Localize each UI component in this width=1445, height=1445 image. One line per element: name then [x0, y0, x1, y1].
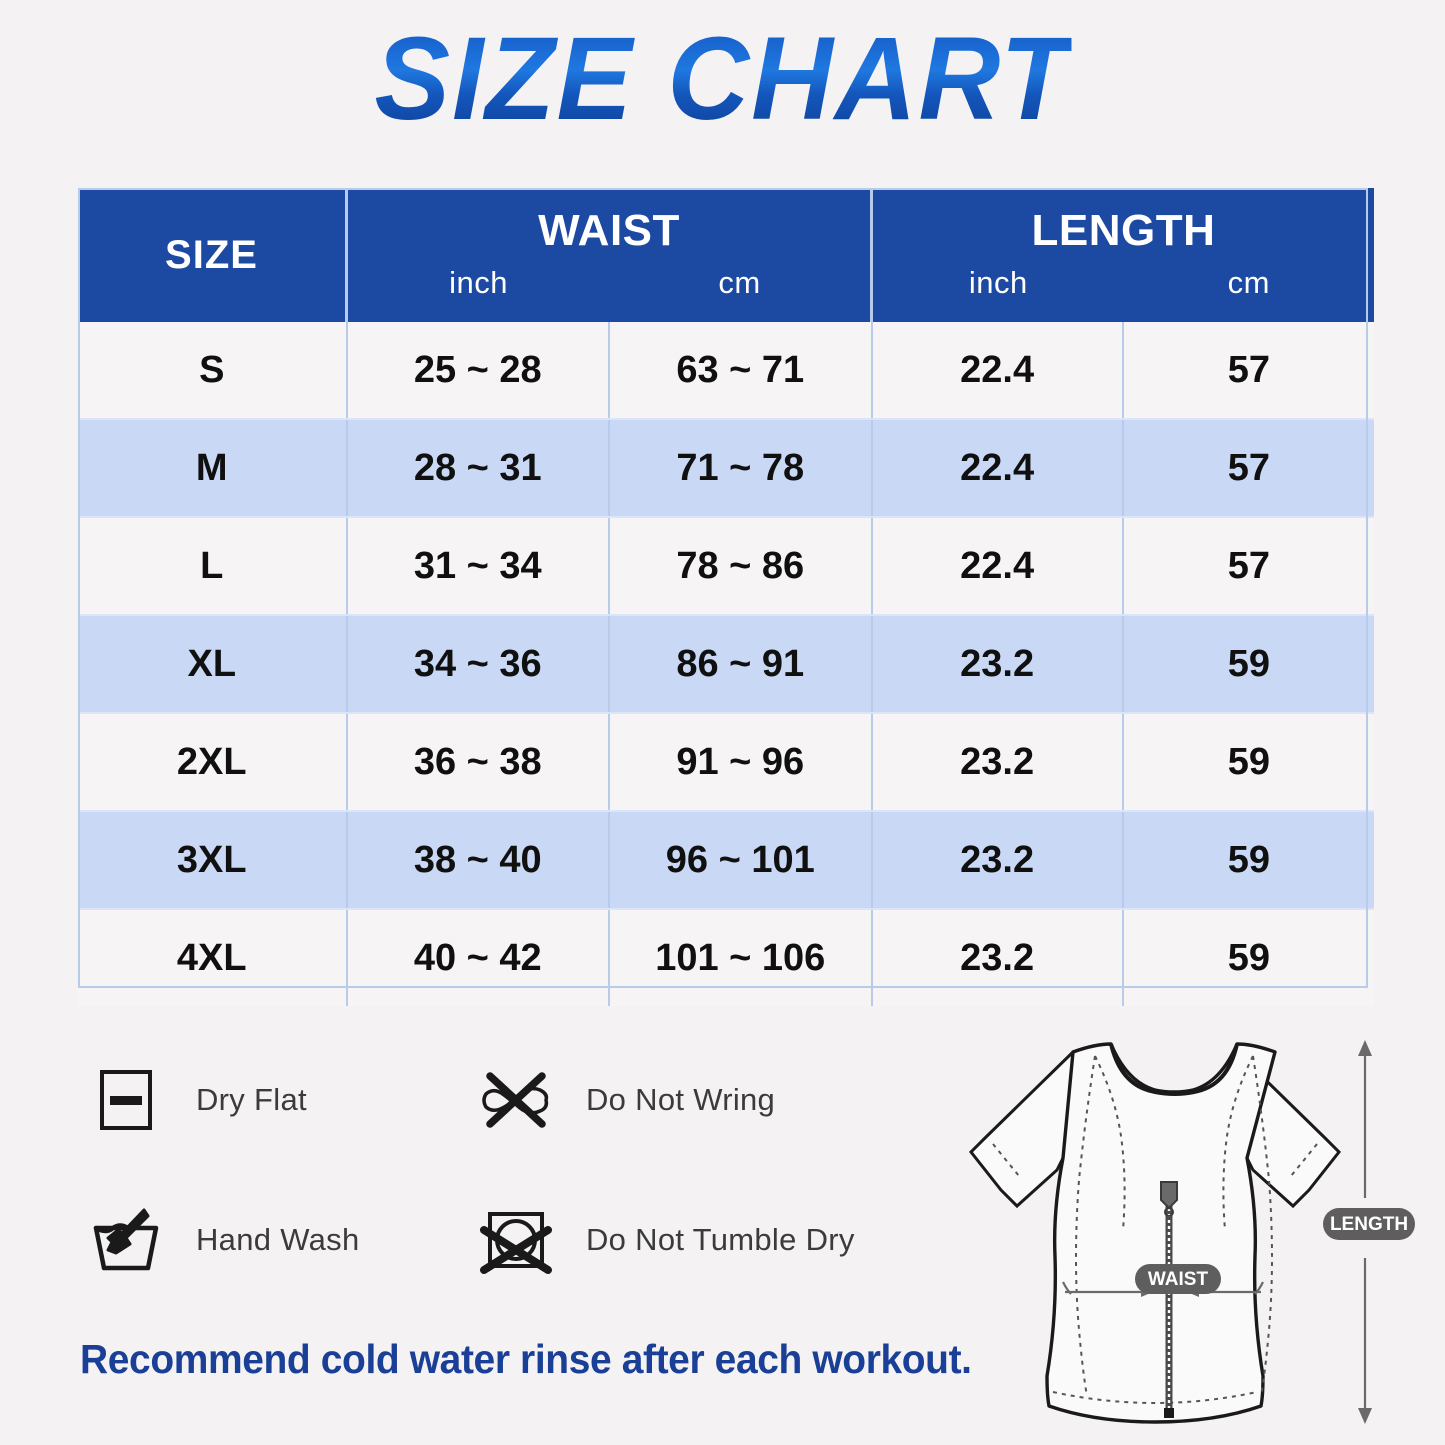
- care-item-hand-wash: Hand Wash: [86, 1200, 476, 1280]
- care-label-do-not-tumble-dry: Do Not Tumble Dry: [586, 1222, 855, 1257]
- recommendation-text: Recommend cold water rinse after each wo…: [80, 1336, 972, 1382]
- cell-waist_cm: 91 ~ 96: [609, 713, 873, 812]
- cell-waist_cm: 63 ~ 71: [609, 322, 873, 420]
- cell-length_inch: 22.4: [871, 419, 1124, 518]
- cell-waist_cm: 78 ~ 86: [609, 517, 873, 616]
- cell-waist_cm: 96 ~ 101: [609, 811, 873, 910]
- table-header: SIZE WAIST inch cm LENGTH inch cm: [78, 188, 1374, 322]
- cell-waist_cm: 101 ~ 106: [609, 909, 873, 1006]
- cell-size: 2XL: [78, 713, 348, 812]
- cell-size: 3XL: [78, 811, 348, 910]
- cell-size: 4XL: [78, 909, 348, 1006]
- table-row: M 28 ~ 31 71 ~ 78 22.4 57: [78, 419, 1374, 518]
- header-length-units: inch cm: [873, 265, 1374, 301]
- care-label-dry-flat: Dry Flat: [196, 1082, 307, 1117]
- header-cell-length: LENGTH inch cm: [871, 188, 1374, 322]
- do-not-wring-icon: [476, 1060, 556, 1140]
- cell-size: L: [78, 517, 348, 616]
- garment-length-label: LENGTH: [1330, 1214, 1408, 1235]
- cell-length_inch: 23.2: [871, 909, 1124, 1006]
- garment-waist-label: WAIST: [1148, 1269, 1209, 1290]
- care-item-dry-flat: Dry Flat: [86, 1060, 476, 1140]
- hand-wash-icon: [86, 1200, 166, 1280]
- cell-size: M: [78, 419, 348, 518]
- care-instructions: Dry Flat Do Not Wring Hand W: [86, 1060, 916, 1340]
- header-label-length: LENGTH: [1031, 206, 1216, 255]
- table-row: 3XL 38 ~ 40 96 ~ 101 23.2 59: [78, 811, 1374, 910]
- table-body: S 25 ~ 28 63 ~ 71 22.4 57 M 28 ~ 31 71 ~ 78 22.4…: [78, 322, 1374, 1006]
- cell-waist_inch: 25 ~ 28: [346, 322, 610, 420]
- cell-waist_cm: 86 ~ 91: [609, 615, 873, 714]
- header-waist-unit-inch: inch: [449, 265, 508, 300]
- cell-length_cm: 59: [1122, 909, 1374, 1006]
- cell-length_cm: 59: [1122, 713, 1374, 812]
- cell-length_cm: 57: [1122, 517, 1374, 616]
- cell-waist_inch: 40 ~ 42: [346, 909, 610, 1006]
- care-item-do-not-tumble-dry: Do Not Tumble Dry: [476, 1200, 866, 1280]
- cell-waist_inch: 38 ~ 40: [346, 811, 610, 910]
- table-row: 2XL 36 ~ 38 91 ~ 96 23.2 59: [78, 713, 1374, 812]
- cell-waist_inch: 34 ~ 36: [346, 615, 610, 714]
- header-length-unit-inch: inch: [968, 265, 1028, 300]
- header-waist-units: inch cm: [348, 265, 870, 301]
- care-label-do-not-wring: Do Not Wring: [586, 1082, 776, 1117]
- cell-length_cm: 59: [1122, 615, 1374, 714]
- care-row-1: Dry Flat Do Not Wring: [86, 1060, 916, 1140]
- dry-flat-icon: [86, 1060, 166, 1140]
- header-waist-unit-cm: cm: [718, 265, 761, 300]
- cell-length_inch: 23.2: [871, 615, 1124, 714]
- cell-waist_inch: 36 ~ 38: [346, 713, 610, 812]
- page-title: SIZE CHART: [374, 13, 1071, 145]
- header-cell-waist: WAIST inch cm: [346, 188, 873, 322]
- cell-length_cm: 57: [1122, 419, 1374, 518]
- do-not-tumble-dry-icon: [476, 1200, 556, 1280]
- table-row: 4XL 40 ~ 42 101 ~ 106 23.2 59: [78, 909, 1374, 1006]
- header-label-size: SIZE: [165, 232, 258, 277]
- cell-length_inch: 22.4: [871, 517, 1124, 616]
- care-label-hand-wash: Hand Wash: [196, 1222, 360, 1257]
- cell-size: S: [78, 322, 348, 420]
- cell-waist_inch: 31 ~ 34: [346, 517, 610, 616]
- care-row-2: Hand Wash Do Not Tumble Dry: [86, 1200, 916, 1280]
- cell-length_cm: 59: [1122, 811, 1374, 910]
- table-row: XL 34 ~ 36 86 ~ 91 23.2 59: [78, 615, 1374, 714]
- cell-waist_cm: 71 ~ 78: [609, 419, 873, 518]
- header-label-waist: WAIST: [538, 206, 680, 255]
- garment-diagram: WAIST LENGTH: [945, 1030, 1415, 1442]
- header-length-unit-cm: cm: [1227, 265, 1270, 300]
- cell-length_inch: 23.2: [871, 713, 1124, 812]
- cell-length_cm: 57: [1122, 322, 1374, 420]
- cell-waist_inch: 28 ~ 31: [346, 419, 610, 518]
- table-row: S 25 ~ 28 63 ~ 71 22.4 57: [78, 322, 1374, 420]
- table-header-row: SIZE WAIST inch cm LENGTH inch cm: [78, 188, 1374, 322]
- table-row: L 31 ~ 34 78 ~ 86 22.4 57: [78, 517, 1374, 616]
- page-title-wrap: SIZE CHART: [0, 13, 1445, 145]
- cell-length_inch: 22.4: [871, 322, 1124, 420]
- header-cell-size: SIZE: [78, 188, 348, 322]
- care-item-do-not-wring: Do Not Wring: [476, 1060, 866, 1140]
- cell-size: XL: [78, 615, 348, 714]
- cell-length_inch: 23.2: [871, 811, 1124, 910]
- size-chart-table: SIZE WAIST inch cm LENGTH inch cm S 25 ~ …: [78, 188, 1374, 1006]
